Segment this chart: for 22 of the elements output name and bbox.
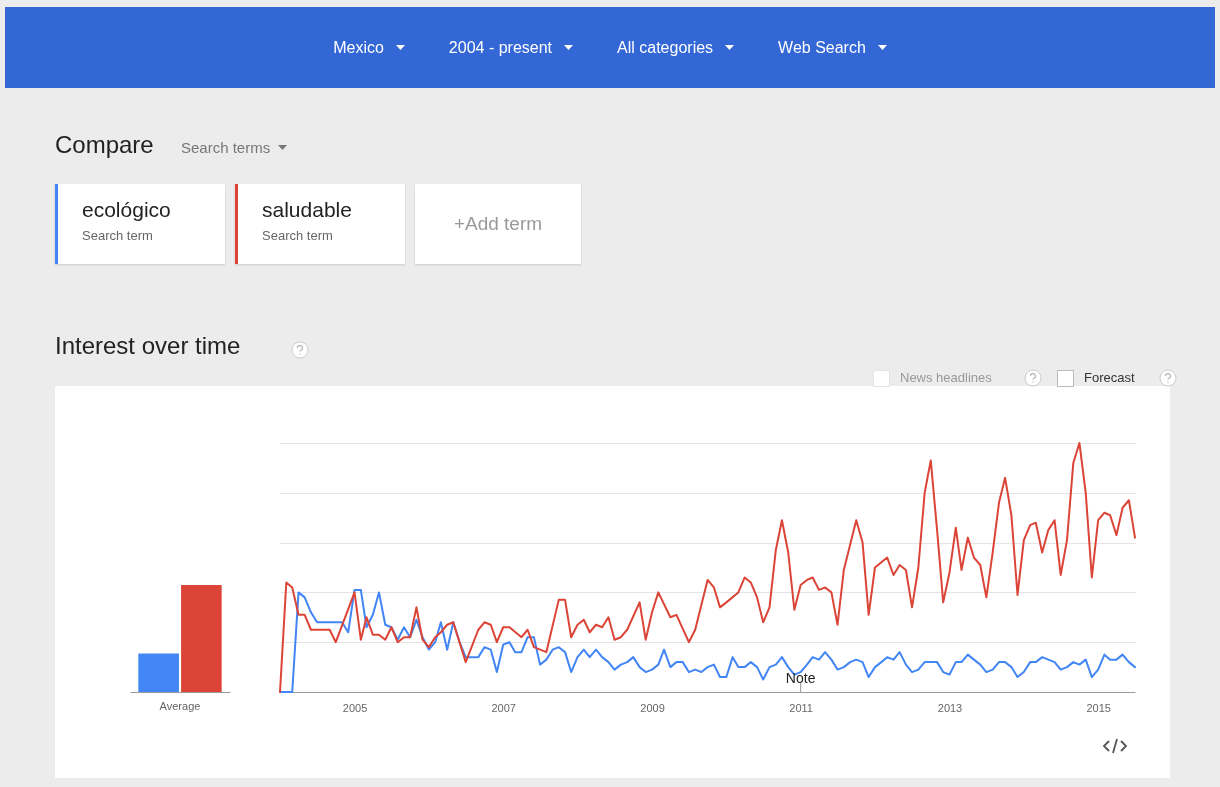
x-tick-label: Average [159, 699, 201, 712]
text: Search term [262, 228, 333, 243]
x-tick-label: 2015 [1086, 701, 1111, 714]
text: Web Search [778, 38, 866, 57]
text: saludable [262, 198, 352, 221]
text: All categories [617, 38, 714, 57]
x-tick-label: 2007 [491, 701, 516, 714]
chart-title: Interest over time [55, 332, 241, 360]
text: 2004 - present [448, 38, 553, 57]
x-tick-label: 2011 [789, 701, 813, 714]
x-tick-label: 2013 [937, 701, 963, 714]
text: Search terms [181, 139, 271, 156]
text: +Add term [452, 213, 544, 235]
text: News headlines [900, 370, 992, 385]
annotation: Note [785, 670, 816, 686]
text: Forecast [1084, 370, 1135, 385]
text: Mexico [333, 38, 384, 57]
text: Compare [55, 131, 154, 159]
x-tick-label: 2009 [640, 701, 665, 714]
x-tick-label: 2005 [342, 701, 368, 714]
text: Search term [82, 228, 153, 243]
text: ecológico [82, 198, 171, 221]
